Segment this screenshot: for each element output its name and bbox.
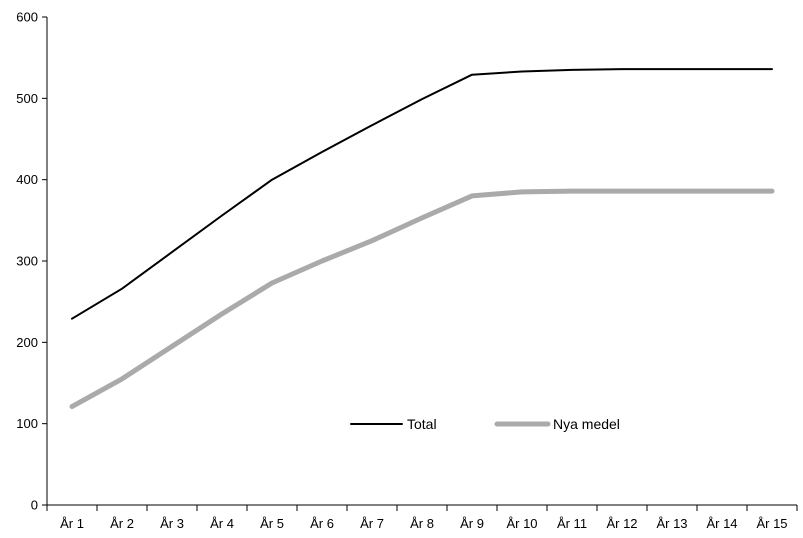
legend-label: Total [407,416,437,432]
legend-label: Nya medel [553,416,620,432]
x-tick-label: År 7 [360,516,384,531]
y-tick-label: 300 [16,254,38,269]
x-tick-label: År 5 [260,516,284,531]
series-line-total [71,68,773,320]
x-tick-label: År 12 [606,516,637,531]
x-tick-label: År 2 [110,516,134,531]
y-tick-label: 400 [16,172,38,187]
x-tick-label: År 3 [160,516,184,531]
x-tick-label: År 8 [410,516,434,531]
x-tick-label: År 10 [506,516,537,531]
x-tick-label: År 6 [310,516,334,531]
x-tick-label: År 1 [60,516,84,531]
y-tick-label: 0 [31,498,38,513]
x-tick-label: År 4 [210,516,234,531]
x-tick-label: År 13 [656,516,687,531]
x-tick-label: År 9 [460,516,484,531]
series-lines [69,68,775,410]
legend: Total Nya medel [350,416,620,432]
y-tick-label: 200 [16,335,38,350]
x-axis-ticks: År 1 År 2 År 3 År 4 År 5 År 6 År 7 År 8 År 9 År 1… [46,505,798,531]
y-axis-ticks: 0 100 200 300 400 500 600 [16,10,47,513]
y-tick-label: 100 [16,416,38,431]
y-tick-label: 500 [16,91,38,106]
series-line-nya-medel [69,188,775,410]
x-tick-label: År 15 [756,516,787,531]
x-tick-label: År 14 [706,516,737,531]
x-tick-label: År 11 [557,516,587,531]
y-tick-label: 600 [16,10,38,25]
